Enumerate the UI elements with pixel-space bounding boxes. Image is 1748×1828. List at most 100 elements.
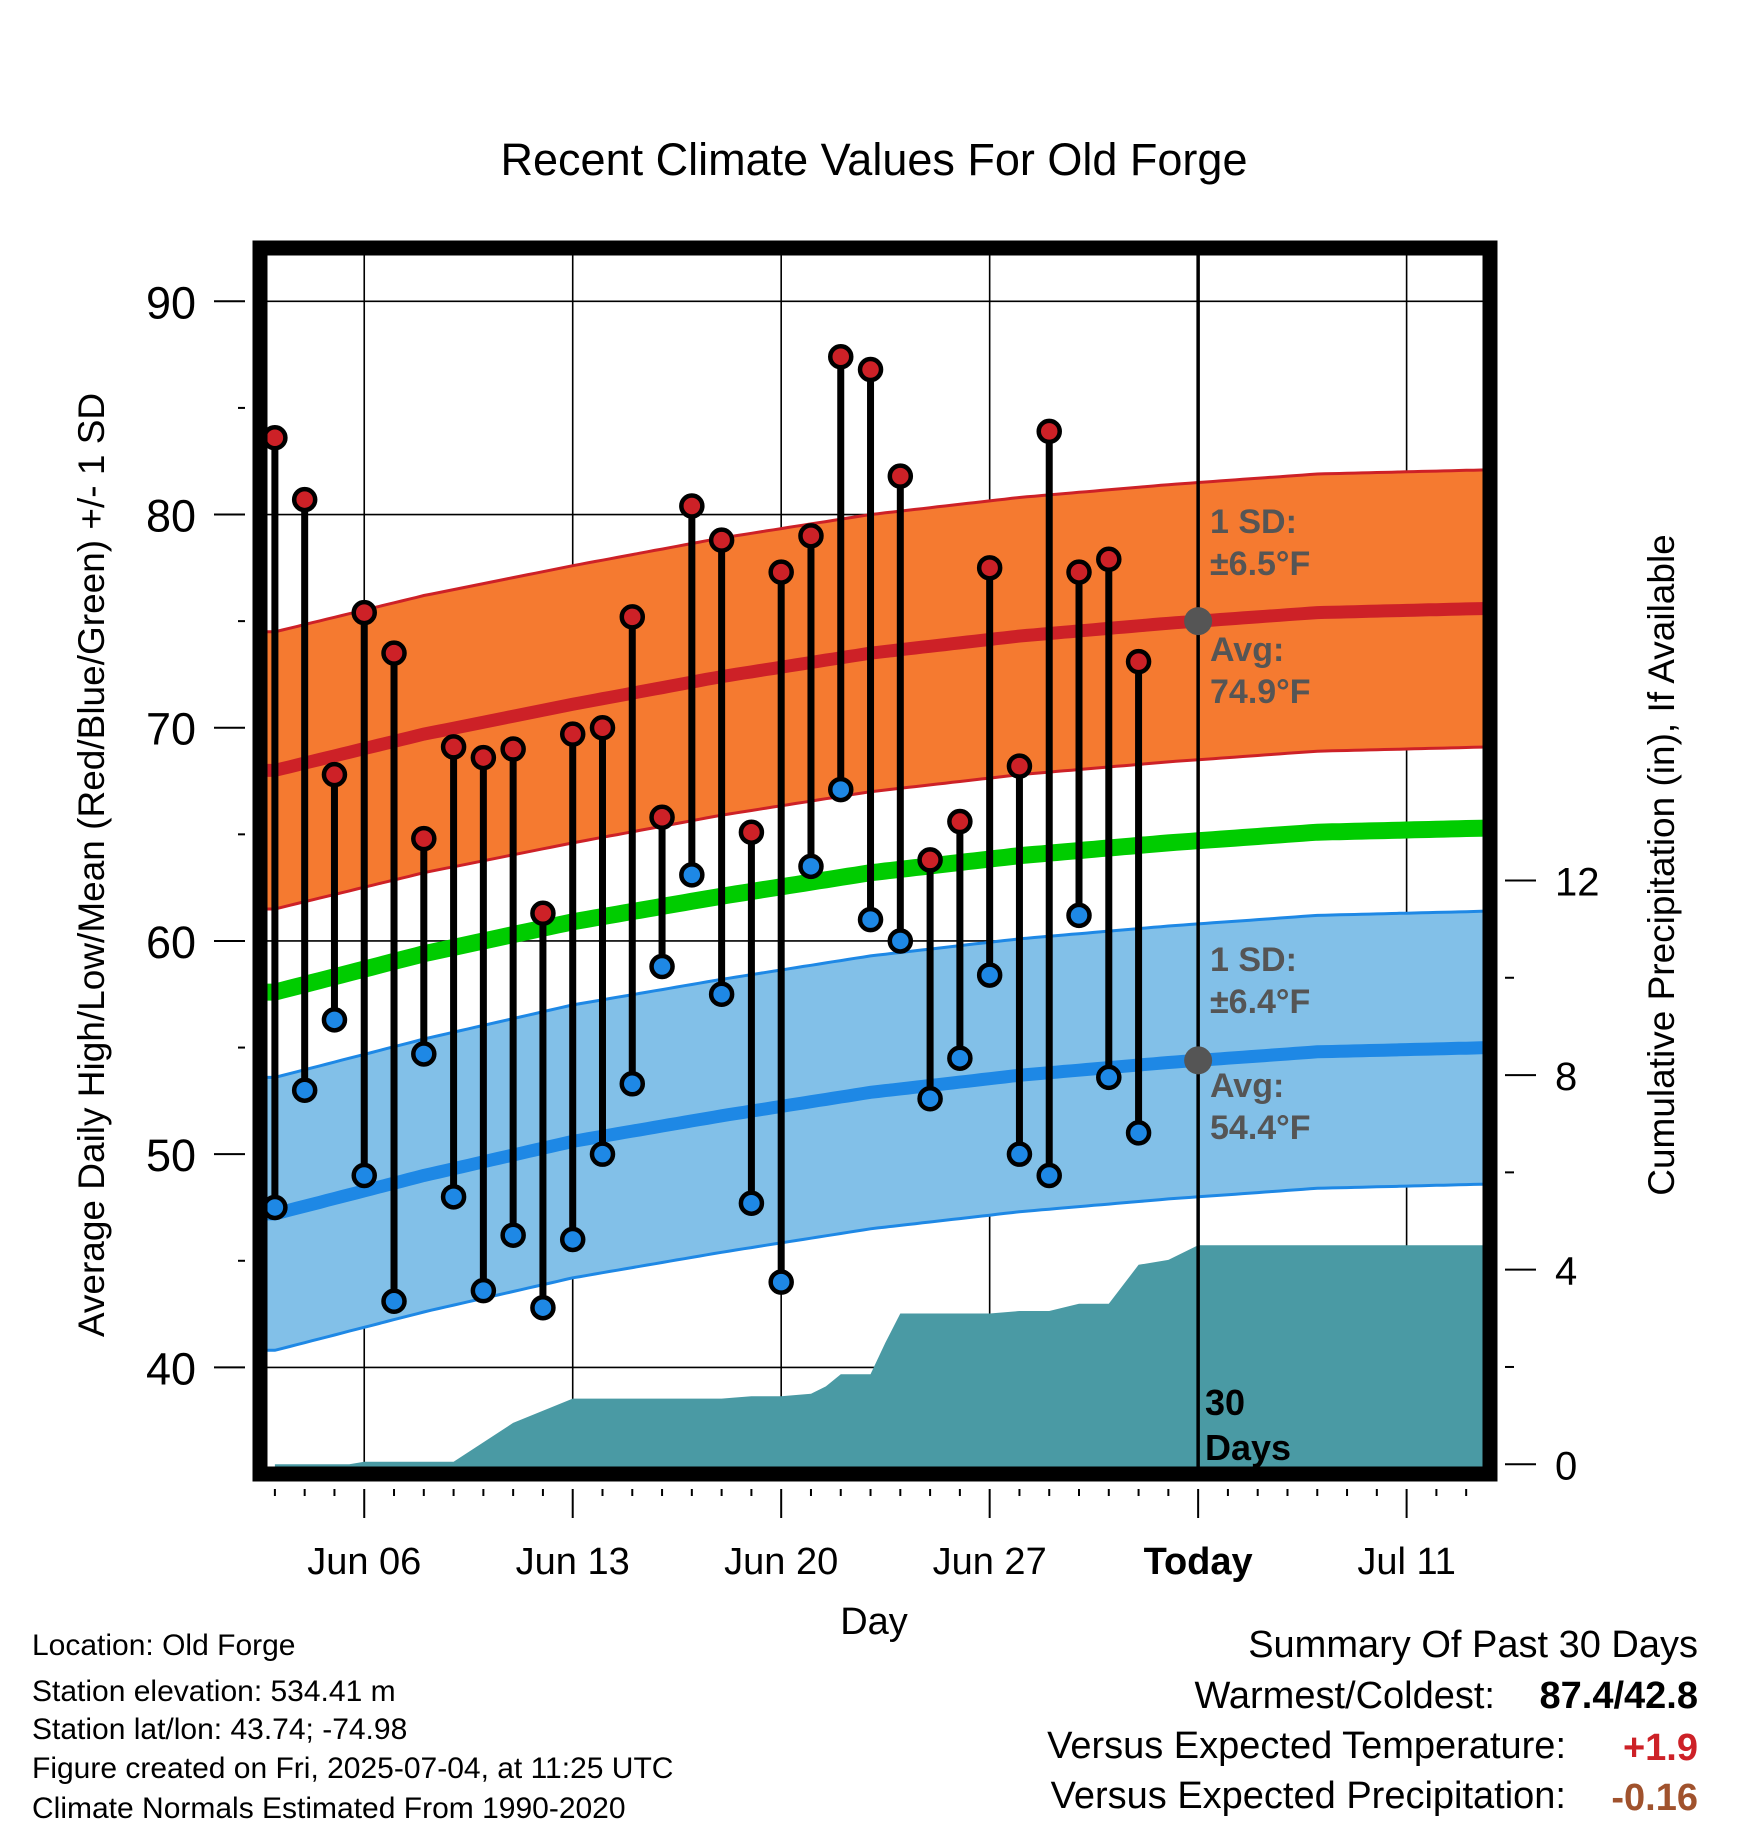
daily-low-point [976,962,1003,988]
station-info: Location: Old Forge Station elevation: 5… [32,1629,673,1825]
daily-high-point [917,847,943,873]
y-right-tick-label: 4 [1555,1250,1577,1294]
daily-low-point [1006,1141,1033,1167]
high-avg-value: 74.9°F [1210,673,1311,711]
daily-high-point [559,721,586,747]
x-tick-label: Jun 27 [933,1541,1047,1583]
annotations: 1 SD: ±6.5°F Avg: 74.9°F 1 SD: ±6.4°F Av… [1205,503,1311,1468]
today-avg-low-marker [1184,1046,1213,1075]
daily-low-point [917,1085,943,1112]
y-left-tick-label: 40 [146,1343,196,1394]
daily-low-point [262,1194,288,1221]
y-left-tick-label: 60 [146,917,196,968]
normal-mean-line [260,819,1489,1001]
window-count: 30 [1205,1382,1245,1423]
precip-vs-expected-value: -0.16 [1611,1777,1698,1819]
plot-border [252,240,1498,1482]
high-sd-lower-edge [260,745,1489,911]
daily-low-point [947,1045,973,1071]
daily-low-point [738,1190,765,1216]
daily-high-point [947,808,973,835]
daily-low-point [887,928,914,954]
daily-low-point [1096,1064,1122,1091]
daily-high-point [887,463,914,489]
climate-normals: Climate Normals Estimated From 1990-2020 [32,1792,626,1825]
daily-high-point [381,640,407,666]
daily-low-point [619,1071,646,1097]
daily-high-point [708,527,735,553]
low-sd-label: 1 SD: [1210,941,1297,979]
daily-high-point [976,555,1003,581]
normal-high-line [260,601,1489,777]
daily-high-point [291,486,318,513]
y-right-tick-label: 0 [1555,1444,1577,1488]
normal-low-line [260,1041,1489,1221]
daily-low-point [470,1277,497,1304]
daily-low-point [708,981,735,1008]
daily-low-point [857,906,884,933]
daily-low-point [1036,1162,1062,1189]
daily-high-point [1036,418,1062,445]
station-elevation: Station elevation: 534.41 m [32,1675,396,1708]
daily-high-point [768,559,794,585]
daily-high-point [1096,546,1122,573]
daily-low-point [530,1294,556,1321]
daily-high-point [1066,559,1092,585]
precip-vs-expected-label: Versus Expected Precipitation: [1051,1775,1566,1817]
daily-high-point [857,356,884,383]
x-tick-label: Jun 13 [516,1541,630,1583]
daily-low-point [679,862,705,888]
low-avg-label: Avg: [1210,1067,1284,1105]
daily-high-point [798,523,824,549]
daily-low-point [351,1162,377,1189]
daily-high-point [440,734,467,760]
daily-high-point [411,825,437,852]
plot-frame [252,240,1498,1482]
daily-low-point [381,1288,407,1315]
station-location: Location: Old Forge [32,1629,295,1662]
daily-high-point [1125,648,1152,675]
daily-low-point [649,953,675,980]
daily-low-point [1125,1120,1152,1146]
daily-low-point [559,1226,586,1253]
y-axis-right-label: Cumulative Precipitation (in), If Availa… [1641,534,1682,1196]
daily-high-point [828,343,854,370]
daily-low-point [589,1141,616,1167]
daily-low-point [291,1077,318,1103]
daily-high-point [500,736,526,762]
daily-high-point [1006,753,1033,779]
daily-high-point [619,604,646,630]
daily-low-point [321,1007,348,1033]
summary-heading: Summary Of Past 30 Days [1248,1624,1698,1666]
daily-high-point [470,744,497,771]
summary-panel: Summary Of Past 30 Days Warmest/Coldest:… [1047,1624,1698,1819]
high-sd-band [260,469,1489,909]
low-sd-upper-edge [260,909,1489,1079]
daily-low-point [768,1269,794,1295]
low-avg-value: 54.4°F [1210,1109,1311,1147]
x-tick-label: Today [1144,1541,1253,1583]
station-latlon: Station lat/lon: 43.74; -74.98 [32,1713,407,1746]
today-avg-high-marker [1184,607,1213,636]
precip-cumulative-area [274,1245,1490,1474]
x-tick-label: Jun 06 [307,1541,421,1583]
daily-low-point [500,1222,526,1248]
x-tick-label: Jul 11 [1357,1541,1456,1583]
high-sd-label: 1 SD: [1210,503,1297,541]
low-sd-lower-edge [260,1182,1489,1352]
daily-high-point [351,599,377,626]
warm-cold-value: 87.4/42.8 [1540,1675,1698,1717]
chart-title: Recent Climate Values For Old Forge [501,134,1248,185]
daily-high-point [589,714,616,741]
daily-high-point [262,425,288,451]
plot-area [260,248,1490,1474]
daily-low-point [411,1041,437,1067]
daily-low-point [440,1184,467,1210]
daily-low-point [828,776,854,803]
daily-low-point [1066,902,1092,929]
figure-created: Figure created on Fri, 2025-07-04, at 11… [32,1752,673,1785]
x-tick-label: Jun 20 [724,1541,838,1583]
y-left-tick-label: 80 [146,491,196,542]
daily-high-point [321,761,348,788]
